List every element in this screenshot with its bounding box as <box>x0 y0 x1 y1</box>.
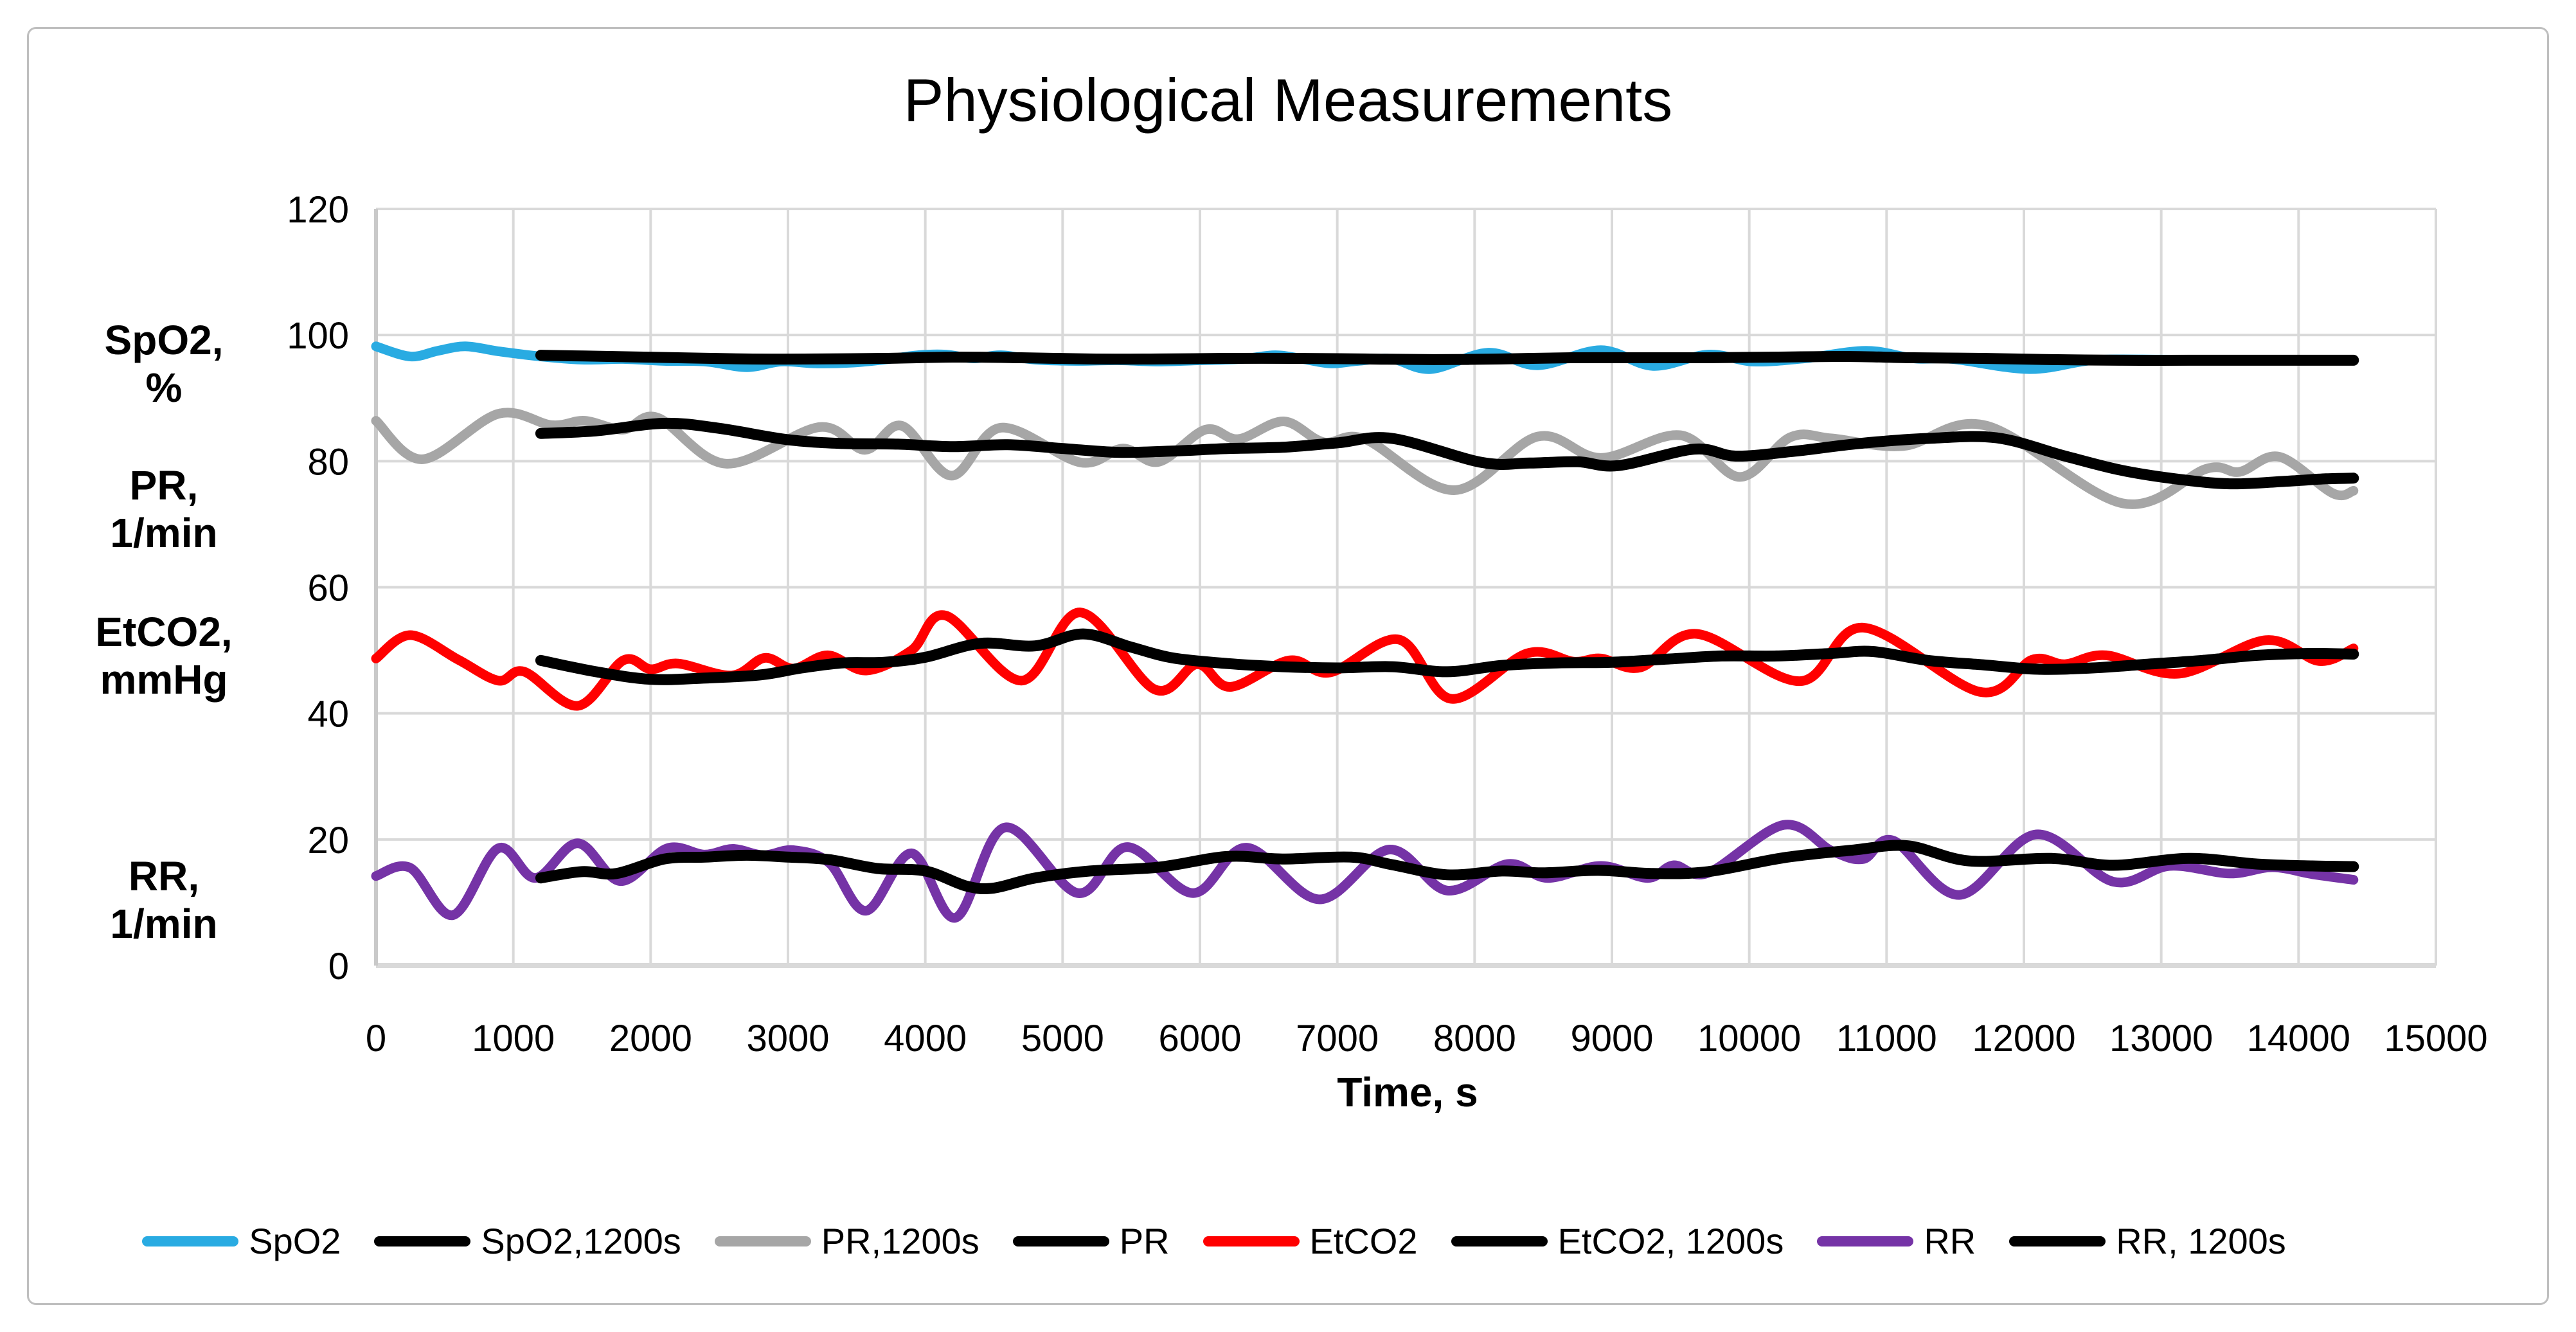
x-axis-title: Time, s <box>1337 1069 1478 1115</box>
y-axis-label-pr: PR, 1/min <box>110 462 218 557</box>
legend-entry-pr-1200s: PR,1200s <box>714 1220 979 1262</box>
legend-entry-spo2-1200s: SpO2,1200s <box>374 1220 681 1262</box>
y-tick-label: 120 <box>287 189 349 231</box>
x-tick-label: 3000 <box>746 1018 829 1059</box>
series-line-etco2 <box>371 608 2359 711</box>
legend-label: SpO2 <box>249 1221 341 1261</box>
legend-label: EtCO2, 1200s <box>1557 1221 1784 1261</box>
legend-label: PR <box>1119 1221 1170 1261</box>
y-tick-label: 40 <box>307 694 349 735</box>
x-tick-label: 2000 <box>609 1018 692 1059</box>
series-line-etco2-1200s <box>535 628 2359 685</box>
x-tick-label: 7000 <box>1296 1018 1379 1059</box>
series-line-rr-1200s <box>535 840 2359 895</box>
legend-entry-pr: PR <box>1012 1220 1170 1262</box>
legend-entry-etco2-1200s: EtCO2, 1200s <box>1451 1220 1784 1262</box>
x-tick-label: 6000 <box>1158 1018 1241 1059</box>
x-tick-label: 13000 <box>2109 1018 2213 1059</box>
legend-swatch-icon <box>2009 1236 2106 1246</box>
x-tick-label: 12000 <box>1972 1018 2075 1059</box>
y-tick-label: 80 <box>307 441 349 483</box>
legend-label: RR, 1200s <box>2116 1221 2286 1261</box>
legend-entry-rr-1200s: RR, 1200s <box>2009 1220 2286 1262</box>
legend-swatch-icon <box>1817 1236 1914 1246</box>
x-tick-label: 9000 <box>1570 1018 1653 1059</box>
y-tick-label: 0 <box>328 946 349 987</box>
legend-label: RR <box>1924 1221 1976 1261</box>
legend-swatch-icon <box>1012 1236 1109 1246</box>
legend-swatch-icon <box>142 1236 239 1246</box>
legend-entry-spo2: SpO2 <box>142 1220 341 1262</box>
legend-swatch-icon <box>714 1236 811 1246</box>
legend-label: SpO2,1200s <box>481 1221 681 1261</box>
legend-entry-rr: RR <box>1817 1220 1976 1262</box>
legend-swatch-icon <box>1451 1236 1548 1246</box>
y-tick-label: 20 <box>307 820 349 861</box>
series-line-spo2-1200s <box>535 350 2359 366</box>
y-tick-label: 60 <box>307 568 349 609</box>
x-tick-label: 5000 <box>1021 1018 1104 1059</box>
legend-entry-etco2: EtCO2 <box>1203 1220 1418 1262</box>
y-axis-label-spo2: SpO2, % <box>104 317 224 411</box>
x-tick-label: 15000 <box>2384 1018 2487 1059</box>
x-tick-label: 11000 <box>1836 1018 1937 1059</box>
y-axis-label-etco2: EtCO2, mmHg <box>95 609 233 703</box>
y-tick-label: 100 <box>287 315 349 357</box>
x-tick-label: 1000 <box>472 1018 555 1059</box>
y-axis-label-rr: RR, 1/min <box>110 853 218 948</box>
legend-swatch-icon <box>1203 1236 1300 1246</box>
x-tick-label: 10000 <box>1697 1018 1801 1059</box>
x-tick-label: 8000 <box>1433 1018 1516 1059</box>
legend-label: PR,1200s <box>821 1221 979 1261</box>
legend: SpO2 SpO2,1200s PR,1200s PR EtCO2 EtCO2, 1200… <box>0 1220 2502 1262</box>
legend-label: EtCO2 <box>1309 1221 1418 1261</box>
series-line-pr <box>535 417 2359 490</box>
chart-title: Physiological Measurements <box>903 66 1673 134</box>
x-tick-label: 14000 <box>2247 1018 2350 1059</box>
x-tick-label: 0 <box>366 1018 386 1059</box>
x-tick-label: 4000 <box>884 1018 967 1059</box>
legend-swatch-icon <box>374 1236 471 1246</box>
